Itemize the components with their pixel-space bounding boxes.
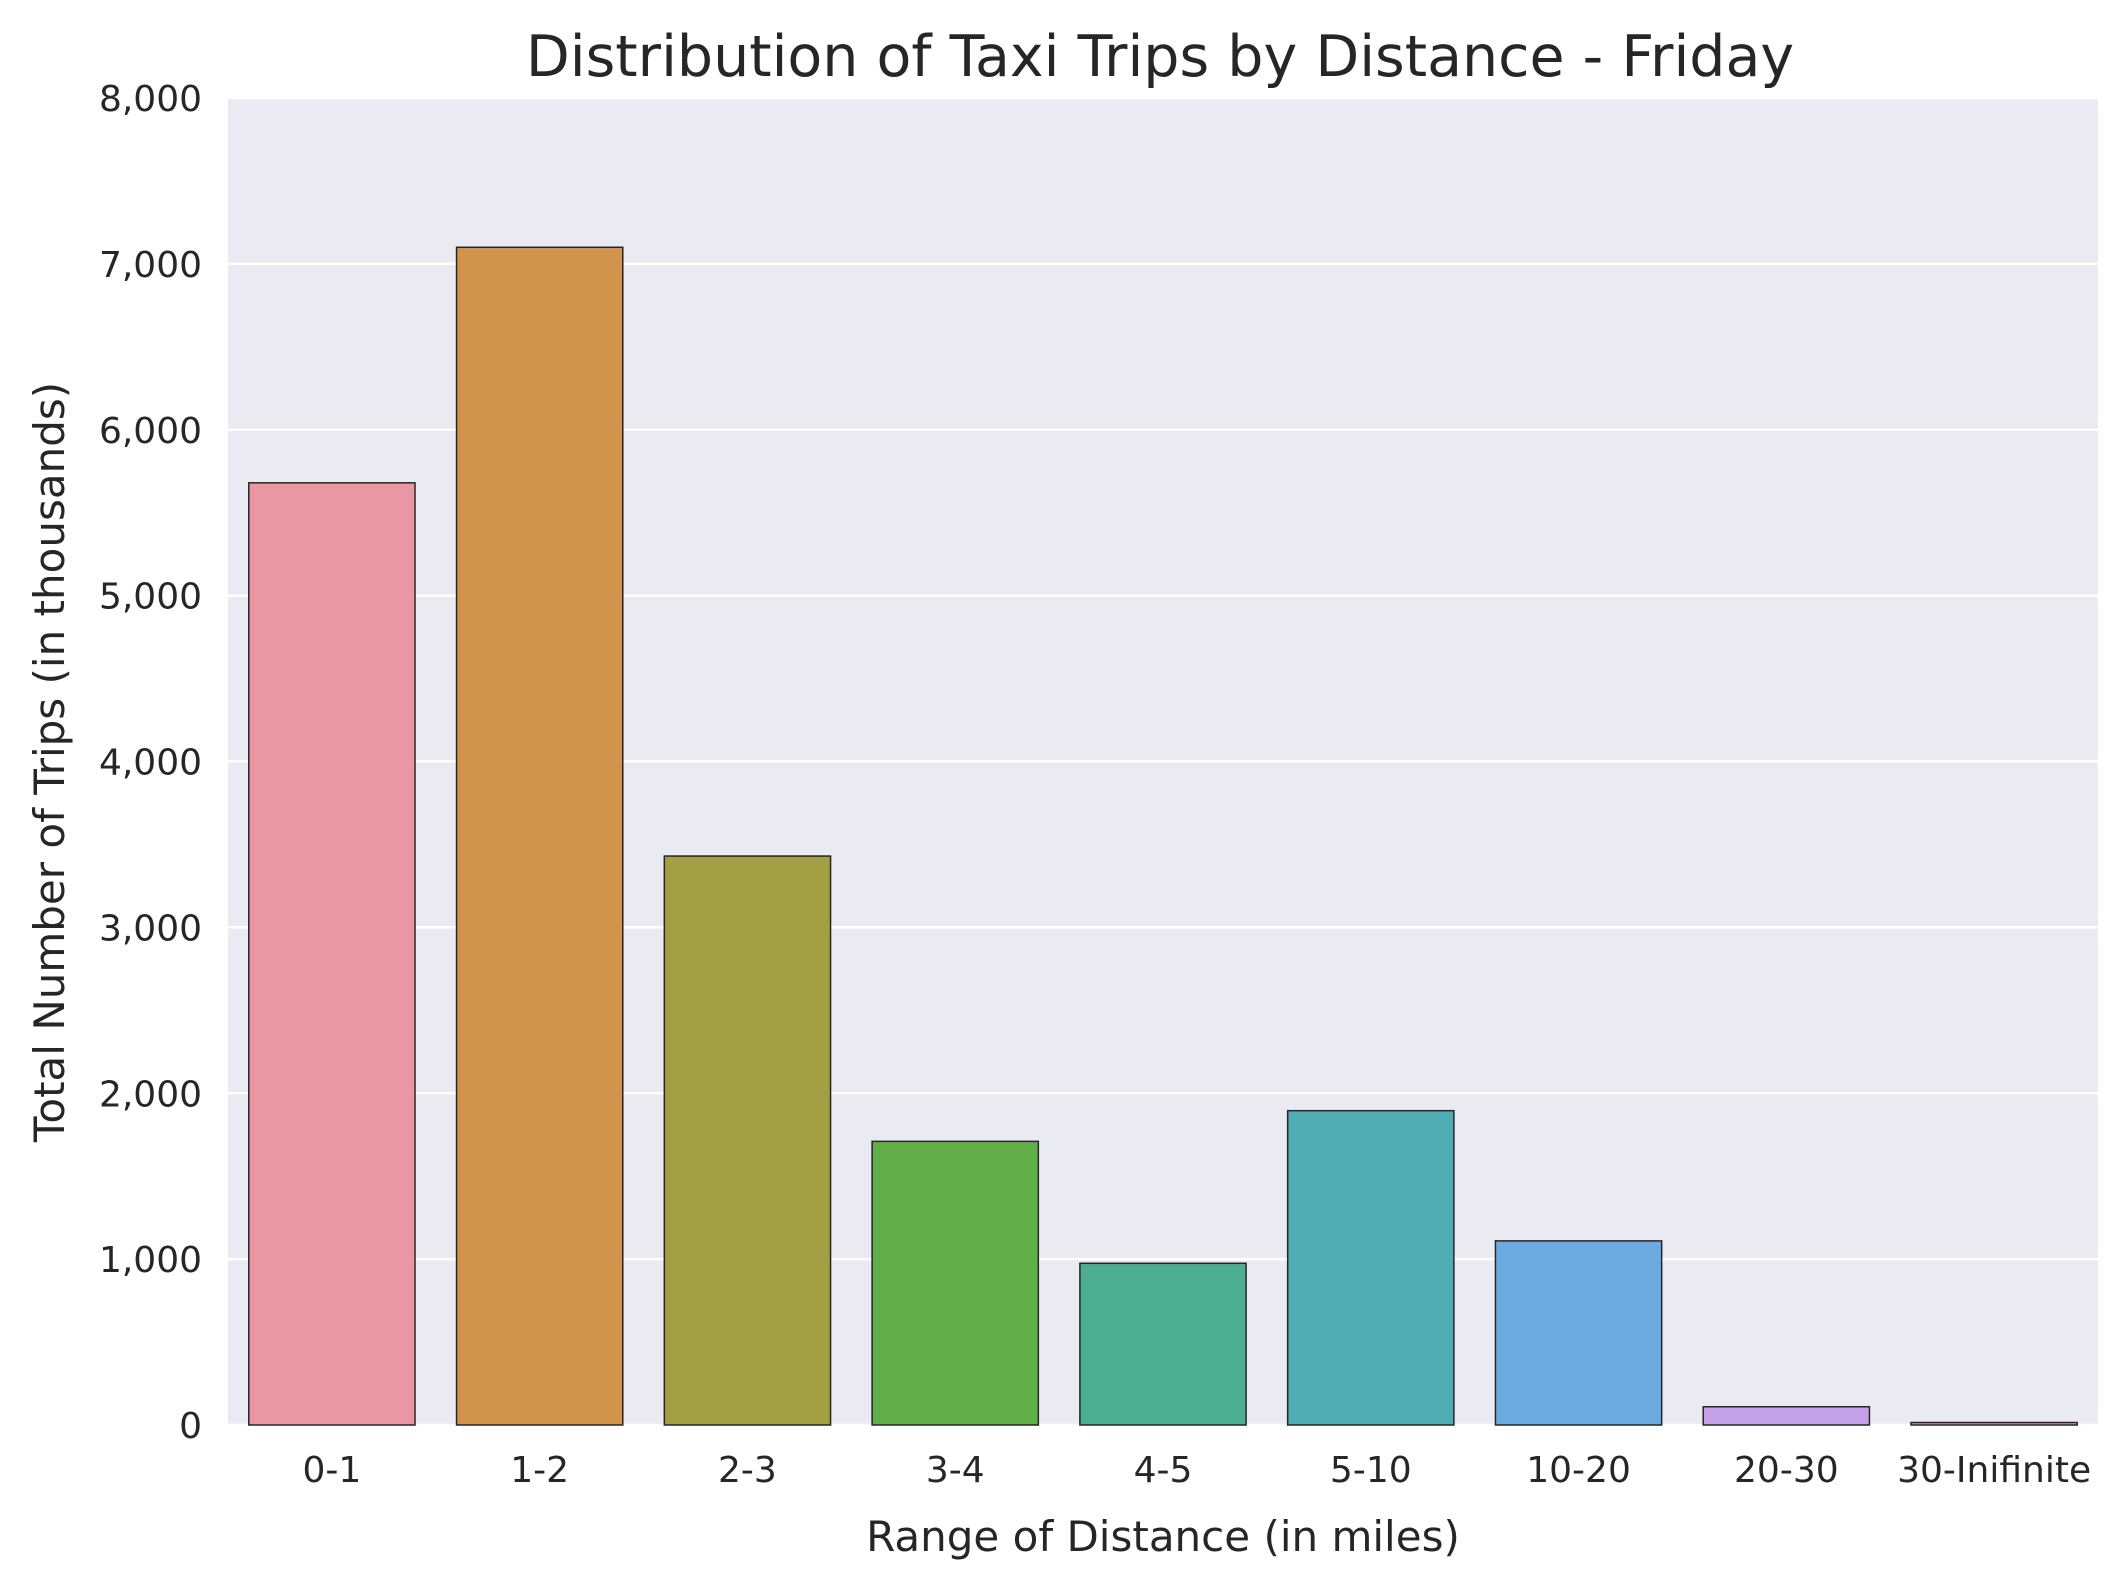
y-tick-label: 8,000	[99, 79, 202, 120]
x-tick-label: 5-10	[1330, 1450, 1412, 1491]
y-tick-label: 1,000	[99, 1240, 202, 1281]
chart-title: Distribution of Taxi Trips by Distance -…	[526, 24, 1794, 90]
bars	[248, 246, 2078, 1426]
bar-2-3	[663, 855, 832, 1426]
x-tick-label: 10-20	[1526, 1450, 1631, 1491]
bar-0-1	[248, 482, 416, 1426]
x-tick-label: 1-2	[510, 1450, 569, 1491]
bar-5-10	[1286, 1109, 1455, 1426]
x-axis-ticks: 0-1 1-2 2-3 3-4 4-5 5-10 10-20 20-30 30-Inifinit…	[302, 1450, 2091, 1491]
y-tick-label: 3,000	[99, 908, 202, 949]
y-axis-label: Total Number of Trips (in thousands)	[25, 382, 74, 1143]
y-tick-label: 4,000	[99, 743, 202, 784]
y-tick-label: 7,000	[99, 245, 202, 286]
y-tick-label: 0	[179, 1406, 202, 1447]
x-tick-label: 3-4	[926, 1450, 985, 1491]
y-tick-label: 5,000	[99, 577, 202, 618]
x-tick-label: 30-Inifinite	[1897, 1450, 2091, 1491]
bar-1-2	[455, 246, 624, 1426]
bar-10-20	[1494, 1240, 1663, 1426]
x-tick-label: 20-30	[1734, 1450, 1839, 1491]
bar-20-30	[1702, 1406, 1871, 1426]
x-axis-label: Range of Distance (in miles)	[866, 1512, 1460, 1561]
x-tick-label: 2-3	[718, 1450, 777, 1491]
bar-3-4	[871, 1140, 1040, 1426]
bar-4-5	[1079, 1262, 1247, 1426]
x-tick-label: 0-1	[302, 1450, 361, 1491]
y-tick-label: 2,000	[99, 1074, 202, 1115]
bar-30-Inifinite	[1910, 1421, 2078, 1426]
y-axis-ticks: 0 1,000 2,000 3,000 4,000 5,000 6,000 7,000 8,00…	[99, 79, 202, 1447]
y-tick-label: 6,000	[99, 411, 202, 452]
x-tick-label: 4-5	[1134, 1450, 1193, 1491]
